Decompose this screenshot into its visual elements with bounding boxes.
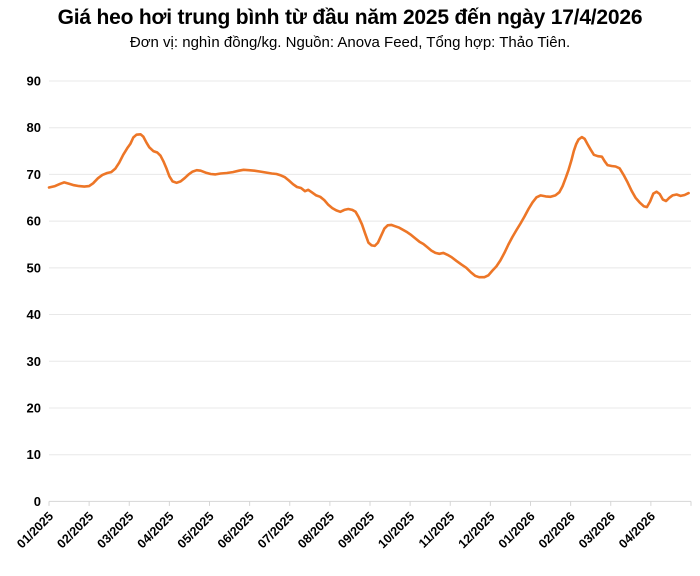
y-axis-tick-label: 0 <box>34 494 41 509</box>
x-axis-tick-label: 03/2026 <box>576 509 618 551</box>
x-axis-tick-label: 04/2025 <box>135 509 177 551</box>
y-axis-tick-label: 90 <box>27 74 41 89</box>
x-axis-tick-label: 04/2026 <box>616 509 658 551</box>
x-axis-tick-label: 10/2025 <box>375 509 417 551</box>
x-axis-tick-label: 03/2025 <box>95 509 137 551</box>
y-axis-tick-label: 20 <box>27 400 41 415</box>
y-axis-tick-label: 80 <box>27 120 41 135</box>
x-axis-tick-label: 06/2025 <box>215 509 257 551</box>
x-axis-tick-label: 05/2025 <box>175 509 217 551</box>
x-axis-tick-label: 01/2025 <box>14 509 56 551</box>
x-axis-tick-label: 08/2025 <box>295 509 337 551</box>
price-series-line <box>47 133 690 279</box>
chart-header: Giá heo hơi trung bình từ đầu năm 2025 đ… <box>0 5 700 52</box>
y-axis-tick-label: 10 <box>27 447 41 462</box>
x-axis-tick-label: 09/2025 <box>335 509 377 551</box>
y-axis-tick-label: 50 <box>27 260 41 275</box>
y-axis-tick-label: 70 <box>27 167 41 182</box>
x-axis-tick-label: 02/2026 <box>536 509 578 551</box>
x-axis-tick-label: 01/2026 <box>496 509 538 551</box>
chart-title: Giá heo hơi trung bình từ đầu năm 2025 đ… <box>57 6 643 29</box>
y-axis-tick-label: 60 <box>27 214 41 229</box>
y-axis-tick-label: 30 <box>27 354 41 369</box>
x-axis-tick-label: 12/2025 <box>456 509 498 551</box>
x-axis-tick-label: 11/2025 <box>416 509 457 550</box>
x-axis-tick-label: 02/2025 <box>54 509 96 551</box>
y-axis-tick-label: 40 <box>27 307 41 322</box>
chart-subtitle: Đơn vị: nghìn đồng/kg. Nguồn: Anova Feed… <box>129 34 571 51</box>
x-axis-tick-label: 07/2025 <box>255 509 297 551</box>
